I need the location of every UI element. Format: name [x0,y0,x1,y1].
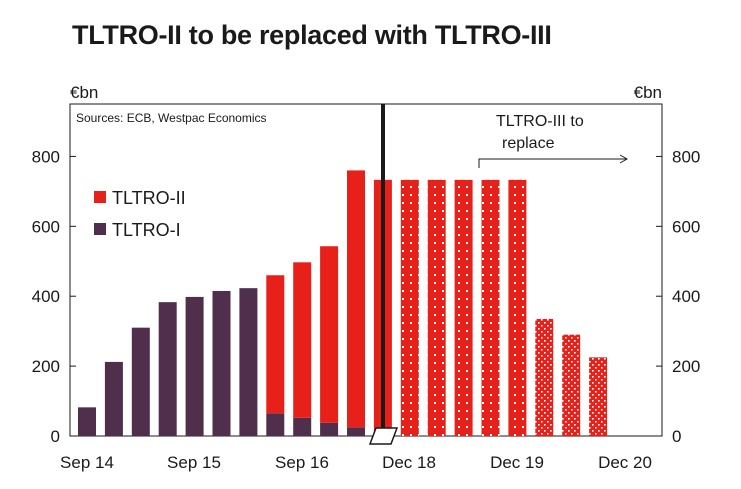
bar-tltro2 [508,179,527,436]
x-tick-label: Sep 15 [167,453,221,472]
bar-tltro2 [562,334,581,436]
bar-tltro2 [266,275,285,414]
x-tick-label: Sep 14 [60,453,114,472]
y-tick-label-left: 600 [32,217,60,236]
bar-tltro1 [131,327,150,436]
y-tick-label-right: 0 [672,427,681,446]
bar-tltro1 [104,361,123,436]
y-axis-unit-right: €bn [634,83,662,102]
annotation-bracket [478,158,626,168]
annotation-line-2: replace [502,135,555,152]
bar-tltro1 [320,422,339,436]
bar-tltro1 [293,417,312,436]
y-tick-label-left: 0 [51,427,60,446]
bar-tltro1 [239,288,258,436]
y-axis-unit-left: €bn [70,83,98,102]
y-ticks-group: 0 0 200 200 400 400 600 600 800 800 [32,147,701,446]
legend-label-tltro1: TLTRO-I [112,220,181,240]
bar-tltro2 [320,246,339,423]
bar-tltro1 [212,290,231,436]
bars-group [78,170,608,436]
bar-tltro2 [347,170,365,428]
x-tick-label: Dec 20 [598,453,652,472]
bar-tltro2 [481,179,500,436]
annotation-line-1: TLTRO-III to [496,113,584,130]
bar-tltro2 [589,357,608,436]
legend-label-tltro2: TLTRO-II [112,188,186,208]
legend-swatch-tltro1 [94,223,106,235]
annotation-arrow-head [619,154,629,164]
y-tick-label-left: 200 [32,357,60,376]
y-tick-label-left: 400 [32,287,60,306]
bar-tltro1 [266,413,285,436]
legend-swatch-tltro2 [94,191,106,203]
source-note: Sources: ECB, Westpac Economics [76,111,267,125]
axis-break-marker [368,427,399,445]
bar-tltro2 [400,179,419,436]
bar-tltro2 [535,318,554,436]
x-tick-label: Dec 19 [490,453,544,472]
x-tick-label: Sep 16 [275,453,329,472]
bar-tltro1 [347,427,365,436]
y-tick-label-right: 200 [672,357,700,376]
y-tick-label-left: 800 [32,147,60,166]
y-tick-label-right: 400 [672,287,700,306]
bar-tltro1 [78,407,96,436]
chart-title: TLTRO-II to be replaced with TLTRO-III [72,20,552,50]
bar-tltro1 [185,296,204,436]
bar-tltro2 [454,179,473,436]
y-tick-label-right: 600 [672,217,700,236]
x-tick-label: Dec 18 [382,453,436,472]
y-tick-label-right: 800 [672,147,700,166]
bar-tltro1 [158,302,177,436]
bar-tltro2 [427,179,446,436]
bar-tltro2 [293,262,312,418]
plot-frame [69,103,663,437]
